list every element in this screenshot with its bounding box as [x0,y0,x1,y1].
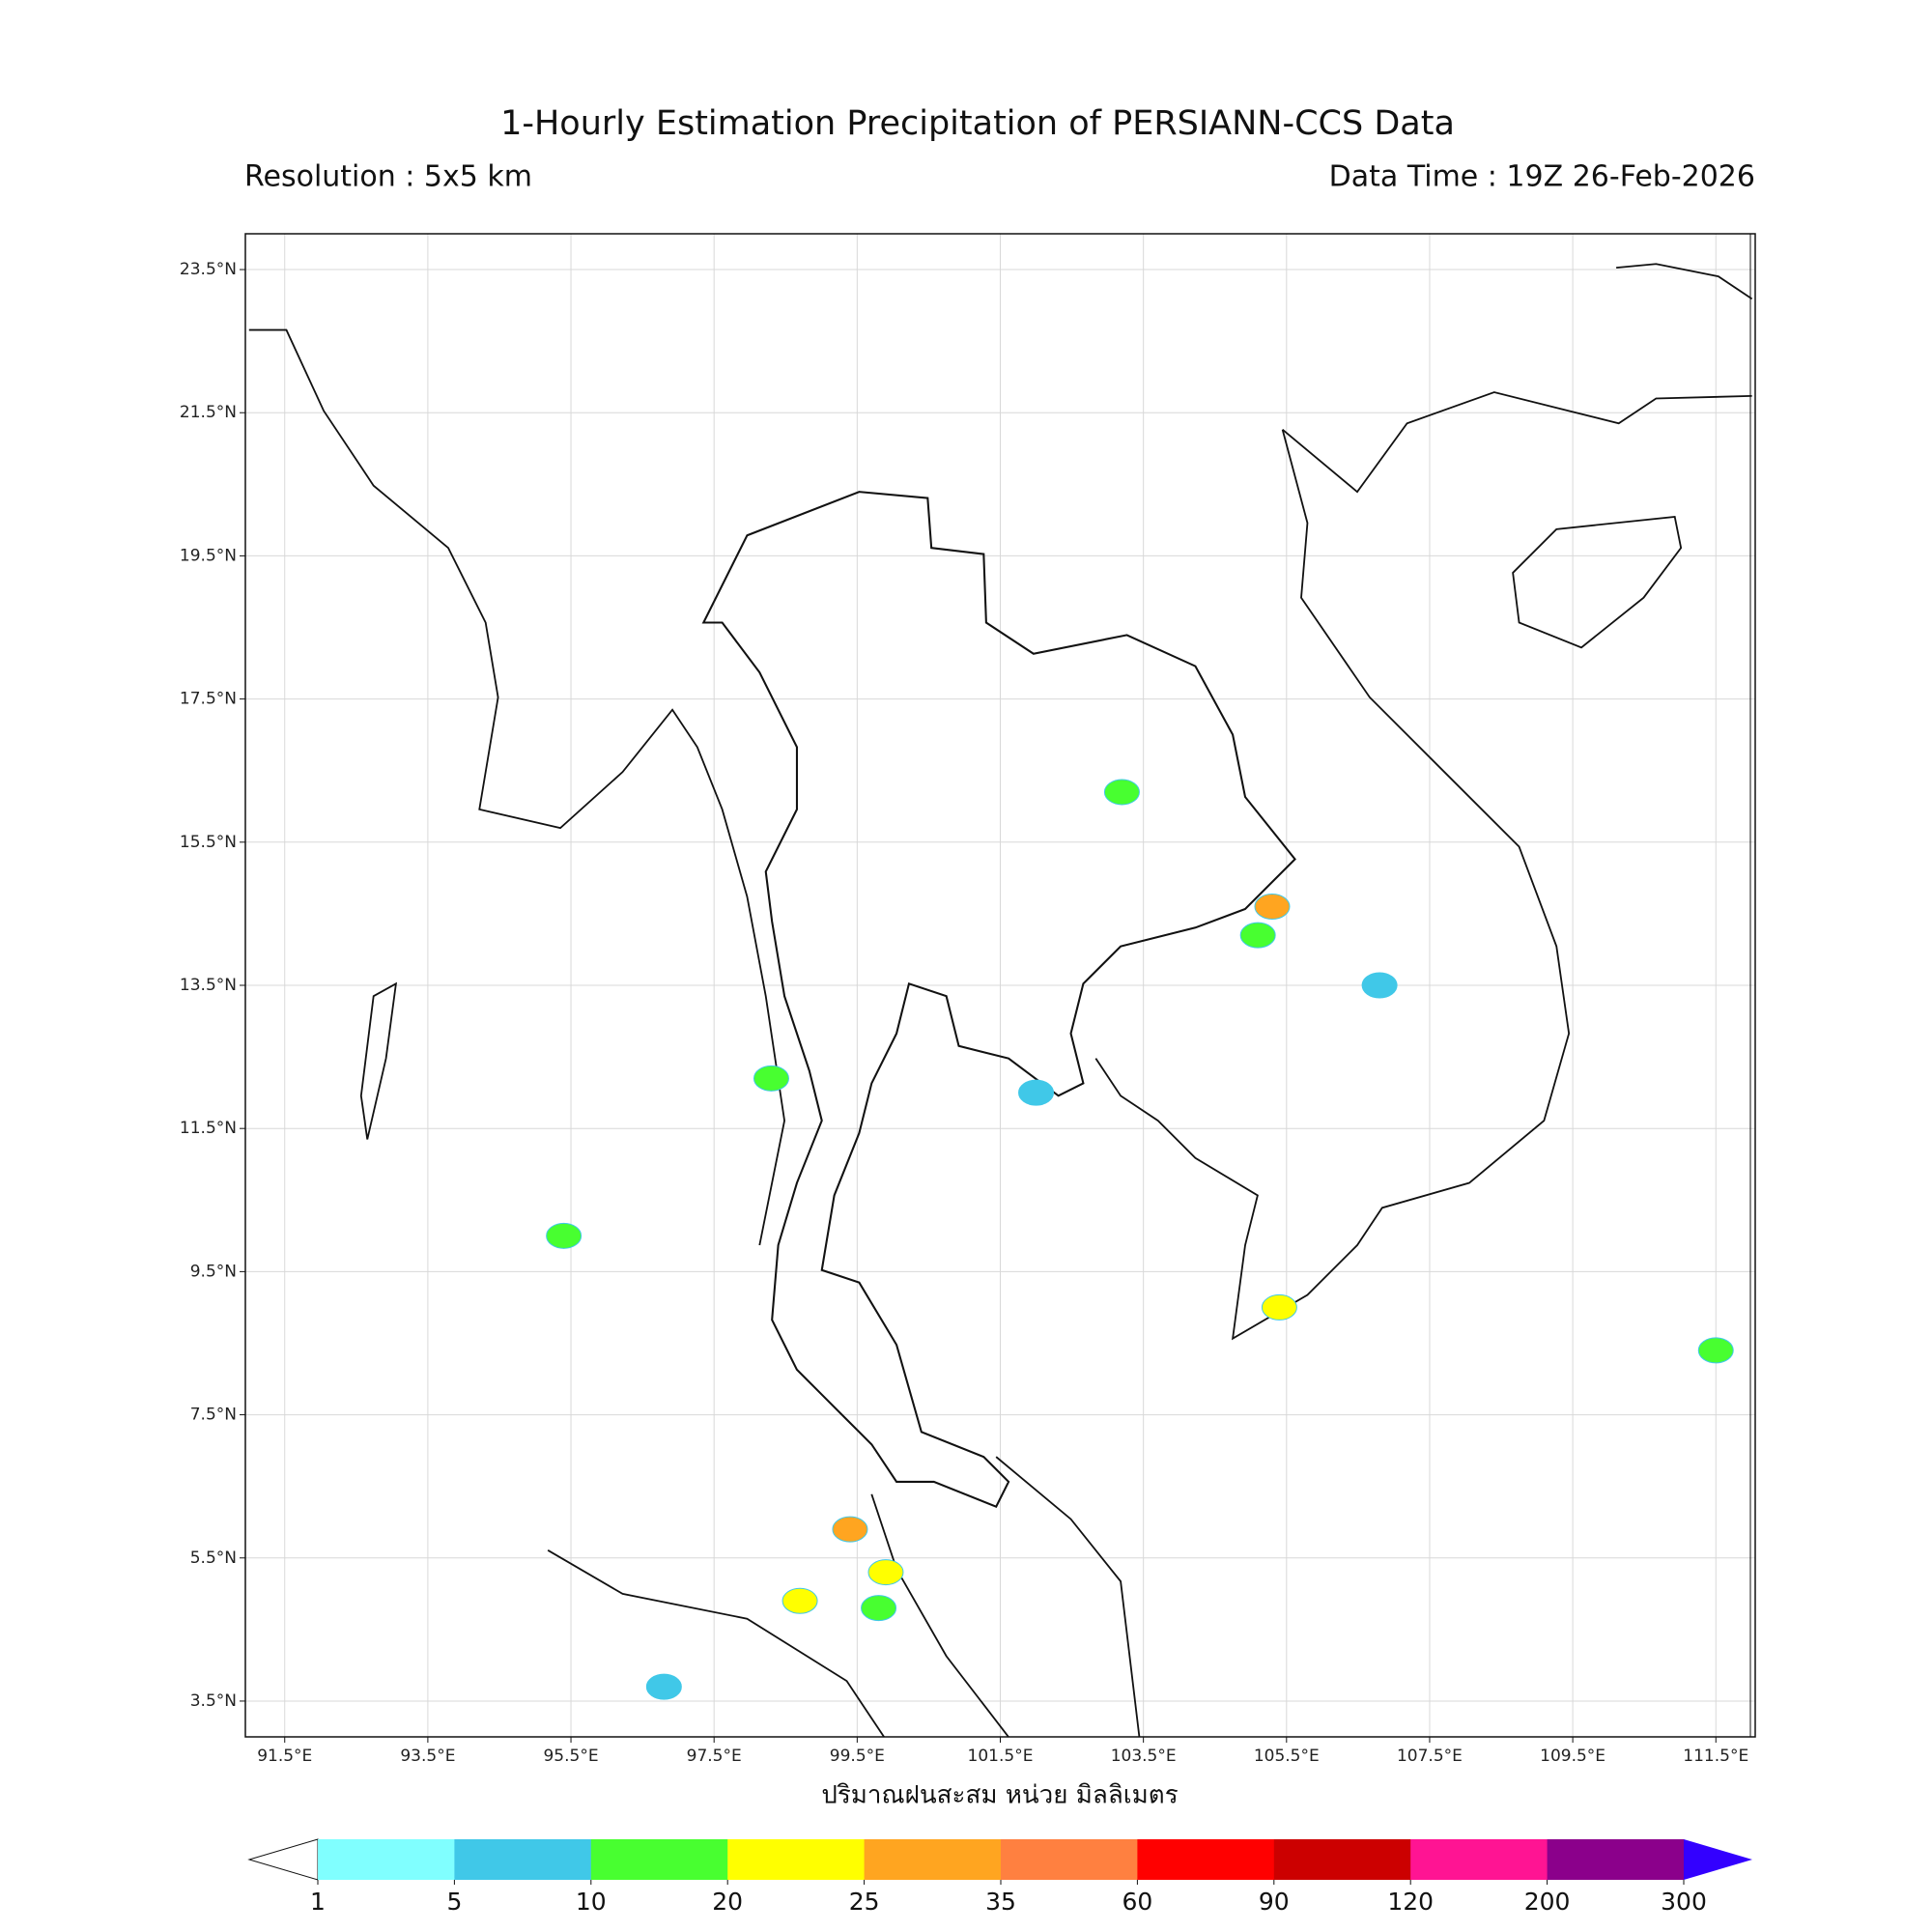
xlabel: ปริมาณฝนสะสม หน่วย มิลลิเมตร [821,1781,1178,1810]
colorbar-label: 120 [1387,1888,1434,1916]
y-tick-label: 11.5°N [180,1119,237,1138]
y-tick-label: 9.5°N [190,1262,237,1281]
colorbar-label: 200 [1524,1888,1571,1916]
malay-east-coast [995,1456,1141,1738]
colorbar-segment [1137,1839,1275,1880]
coastlines [248,263,1753,1738]
x-tick-label: 93.5°E [400,1747,455,1766]
grid [245,234,1755,1737]
colorbar-segment [590,1839,728,1880]
title: 1-Hourly Estimation Precipitation of PER… [500,104,1455,143]
colorbar-segment [1410,1839,1548,1880]
colorbar-over [1684,1839,1752,1880]
colorbar-label: 25 [849,1888,880,1916]
rain-cell [753,1065,789,1092]
colorbar-segment [1273,1839,1411,1880]
colorbar-segment [318,1839,455,1880]
colorbar-label: 90 [1259,1888,1290,1916]
y-tick-label: 5.5°N [190,1548,237,1568]
ticks: 91.5°E 93.5°E 95.5°E 97.5°E 99.5°E 101.5°E 103… [180,260,1748,1766]
rain-cell [832,1516,868,1543]
y-tick-label: 13.5°N [180,976,237,995]
rain-cell [546,1222,582,1249]
colorbar-label: 5 [446,1888,462,1916]
rain-cell [1103,779,1140,806]
malay-west-coast [870,1493,1009,1738]
colorbar-label: 10 [576,1888,607,1916]
hainan [1512,515,1683,649]
x-tick-label: 97.5°E [687,1747,742,1766]
subtitle-right: Data Time : 19Z 26-Feb-2026 [1329,160,1755,194]
colorbar-label: 1 [310,1888,326,1916]
precipitation [546,779,1734,1700]
thailand-outline [701,491,1296,1508]
rain-cell [1239,922,1276,949]
y-tick-label: 21.5°N [180,403,237,422]
rain-cell [1261,1293,1297,1321]
colorbar-label: 300 [1661,1888,1707,1916]
x-tick-label: 91.5°E [257,1747,312,1766]
colorbar-label: 60 [1122,1888,1152,1916]
andaman-islands [359,981,398,1140]
colorbar-segment [454,1839,592,1880]
colorbar-segment [864,1839,1002,1880]
myanmar-coast [248,328,785,1246]
rain-cell [781,1587,818,1614]
x-tick-label: 103.5°E [1111,1747,1177,1766]
rain-cell [861,1595,897,1622]
rain-cell [1361,972,1398,999]
y-tick-label: 19.5°N [180,546,237,565]
vietnam-north-coast [1282,391,1752,494]
sumatra-coast [547,1549,885,1738]
colorbar-segment [727,1839,866,1880]
x-tick-label: 101.5°E [968,1747,1034,1766]
subtitle-left: Resolution : 5x5 km [244,160,532,194]
china-coast [1616,263,1753,300]
indochina-coast [1094,429,1571,1341]
colorbar-label: 35 [985,1888,1016,1916]
colorbar-segment [1001,1839,1138,1880]
rain-cell [867,1559,904,1586]
colorbar-segment [1547,1839,1685,1880]
rain-cell [645,1673,682,1700]
rain-cell [1018,1079,1055,1106]
y-tick-label: 23.5°N [180,260,237,279]
x-tick-label: 95.5°E [543,1747,598,1766]
y-tick-label: 3.5°N [190,1691,237,1711]
x-tick-label: 109.5°E [1540,1747,1605,1766]
rain-cell [1697,1337,1734,1364]
x-tick-label: 107.5°E [1397,1747,1463,1766]
rain-cell [1254,893,1291,920]
colorbar: 1 5 10 20 25 35 60 90 120 200 300 [247,1838,1752,1916]
y-tick-label: 17.5°N [180,690,237,709]
x-tick-label: 105.5°E [1254,1747,1320,1766]
x-tick-label: 111.5°E [1683,1747,1748,1766]
colorbar-label: 20 [712,1888,743,1916]
x-tick-label: 99.5°E [830,1747,885,1766]
y-tick-label: 7.5°N [190,1406,237,1425]
y-tick-label: 15.5°N [180,833,237,852]
